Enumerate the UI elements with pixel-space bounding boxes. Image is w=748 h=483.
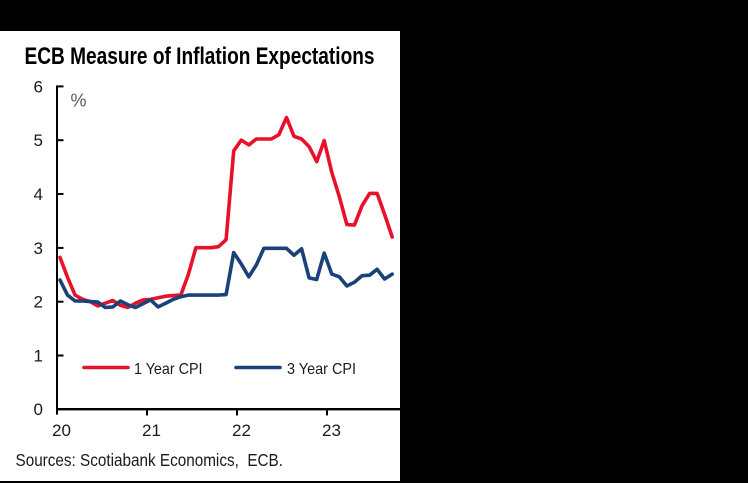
svg-text:22: 22 [232,421,251,440]
svg-text:2: 2 [34,293,43,312]
svg-text:6: 6 [34,77,43,96]
svg-text:5: 5 [34,131,43,150]
svg-text:1: 1 [34,346,43,365]
svg-text:23: 23 [322,421,341,440]
svg-text:20: 20 [52,421,71,440]
svg-text:ECB Measure of Inflation Expec: ECB Measure of Inflation Expectations [25,43,375,70]
svg-text:3: 3 [34,239,43,258]
svg-text:Sources: Scotiabank Economics,: Sources: Scotiabank Economics, ECB. [16,450,284,470]
svg-text:4: 4 [34,185,43,204]
svg-text:3 Year CPI: 3 Year CPI [287,361,356,378]
svg-text:0: 0 [34,400,43,419]
svg-text:1 Year CPI: 1 Year CPI [134,361,203,378]
svg-text:21: 21 [142,421,161,440]
svg-text:%: % [71,91,87,111]
